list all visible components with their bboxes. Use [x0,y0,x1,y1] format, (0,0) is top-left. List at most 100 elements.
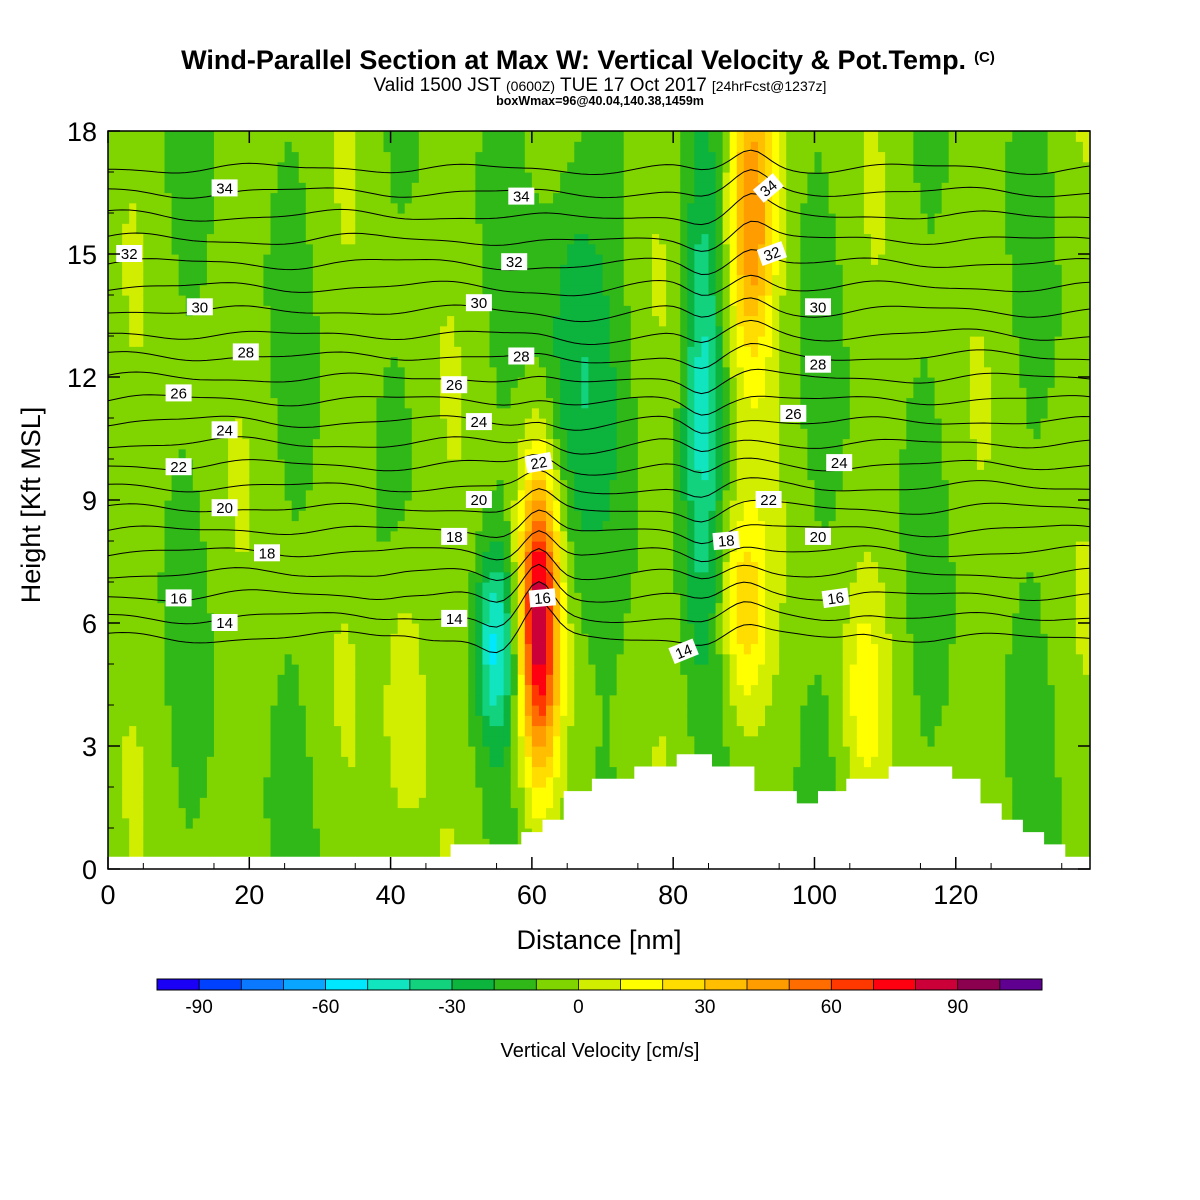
velocity-cell [425,551,434,563]
velocity-cell [475,377,484,388]
velocity-cell [475,817,484,829]
velocity-cell [475,192,484,204]
velocity-cell [425,182,434,194]
velocity-cell [122,489,130,501]
velocity-cell [461,807,469,819]
velocity-cell [531,141,540,153]
velocity-cell [129,828,137,839]
velocity-cell [489,459,498,470]
velocity-cell [277,469,286,481]
velocity-cell [411,336,420,347]
velocity-cell [206,284,215,296]
velocity-cell [213,377,222,388]
velocity-cell [489,643,498,655]
velocity-cell [503,274,512,286]
velocity-cell [397,551,406,563]
velocity-cell [327,131,335,142]
velocity-cell [249,674,257,686]
velocity-cell [588,254,597,265]
velocity-cell [235,489,243,501]
velocity-cell [454,172,462,183]
velocity-cell [319,838,328,850]
velocity-cell [475,479,484,491]
velocity-cell [199,510,208,522]
velocity-cell [284,202,293,214]
velocity-cell [192,551,201,563]
velocity-cell [277,407,286,419]
velocity-cell [164,366,173,378]
velocity-cell [185,397,194,409]
velocity-cell [284,510,293,522]
velocity-cell [517,489,526,501]
velocity-cell [482,756,491,768]
velocity-cell [157,520,166,532]
velocity-cell [206,182,215,194]
velocity-cell [327,254,335,265]
velocity-cell [418,756,427,768]
velocity-cell [397,172,406,183]
velocity-cell [404,325,413,337]
velocity-cell [503,325,512,337]
velocity-cell [213,684,222,696]
velocity-cell [553,602,561,614]
velocity-cell [425,213,434,224]
velocity-cell [192,131,201,142]
velocity-cell [447,438,455,450]
velocity-cell [404,151,413,163]
velocity-cell [531,787,540,798]
velocity-cell [376,633,385,645]
velocity-cell [327,510,335,522]
velocity-cell [567,735,575,747]
velocity-cell [312,325,321,337]
velocity-cell [489,202,498,214]
velocity-cell [284,807,293,819]
velocity-cell [560,356,568,368]
velocity-cell [341,448,349,460]
velocity-cell [108,172,116,183]
velocity-cell [277,694,286,706]
velocity-cell [454,151,462,163]
velocity-cell [404,284,413,296]
velocity-cell [143,428,151,440]
velocity-cell [390,428,399,440]
velocity-cell [440,787,448,798]
velocity-cell [538,612,547,624]
velocity-cell [517,336,526,347]
velocity-cell [404,510,413,522]
velocity-cell [291,848,300,860]
velocity-cell [150,633,159,645]
velocity-cell [263,571,272,583]
velocity-cell [327,633,335,645]
velocity-cell [390,705,399,716]
velocity-cell [362,377,370,388]
velocity-cell [461,838,469,850]
velocity-cell [192,561,201,573]
velocity-cell [447,725,455,737]
velocity-cell [538,264,547,276]
velocity-cell [404,746,413,757]
velocity-cell [150,448,159,460]
velocity-cell [115,623,123,634]
velocity-cell [581,356,589,368]
velocity-cell [574,243,582,255]
velocity-cell [341,305,349,317]
velocity-cell [228,387,236,399]
velocity-cell [369,315,378,327]
velocity-cell [517,653,526,665]
velocity-cell [397,541,406,552]
velocity-cell [362,438,370,450]
velocity-cell [369,787,378,798]
velocity-cell [115,407,123,419]
velocity-cell [171,479,180,491]
velocity-cell [327,735,335,747]
velocity-cell [440,633,448,645]
velocity-cell [305,735,314,747]
velocity-cell [454,489,462,501]
velocity-cell [440,674,448,686]
velocity-cell [256,151,265,163]
velocity-cell [312,571,321,583]
velocity-cell [192,674,201,686]
velocity-cell [178,582,187,593]
velocity-cell [305,448,314,460]
velocity-cell [524,582,533,593]
